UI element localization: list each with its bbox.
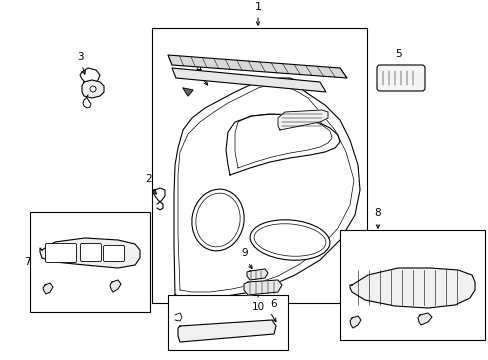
- Text: 10: 10: [251, 302, 264, 312]
- Text: 7: 7: [23, 257, 30, 267]
- Ellipse shape: [195, 193, 240, 247]
- FancyBboxPatch shape: [103, 246, 124, 261]
- Text: 3: 3: [77, 52, 83, 62]
- Text: 9: 9: [241, 248, 248, 258]
- Text: 4: 4: [195, 64, 202, 74]
- Ellipse shape: [254, 224, 325, 256]
- Text: 8: 8: [374, 208, 381, 218]
- Polygon shape: [43, 283, 53, 294]
- Text: 6: 6: [270, 299, 277, 309]
- Bar: [168, 295, 287, 350]
- Text: 5: 5: [394, 49, 401, 59]
- Polygon shape: [278, 110, 327, 130]
- Polygon shape: [40, 238, 140, 268]
- Text: 2: 2: [145, 174, 152, 184]
- FancyBboxPatch shape: [45, 243, 76, 262]
- Polygon shape: [168, 55, 346, 78]
- Polygon shape: [183, 88, 193, 96]
- Bar: [30, 212, 150, 312]
- Circle shape: [90, 86, 96, 92]
- Polygon shape: [349, 316, 360, 328]
- Text: 1: 1: [254, 2, 261, 12]
- Bar: [339, 230, 484, 340]
- Polygon shape: [178, 320, 275, 342]
- Polygon shape: [417, 313, 431, 325]
- FancyBboxPatch shape: [376, 65, 424, 91]
- Ellipse shape: [249, 220, 329, 260]
- FancyBboxPatch shape: [81, 243, 102, 261]
- Ellipse shape: [191, 189, 244, 251]
- Polygon shape: [349, 268, 474, 308]
- Polygon shape: [172, 68, 325, 92]
- Polygon shape: [244, 280, 282, 295]
- Polygon shape: [246, 269, 267, 280]
- Bar: [152, 28, 366, 303]
- Polygon shape: [82, 80, 104, 98]
- Polygon shape: [110, 280, 121, 292]
